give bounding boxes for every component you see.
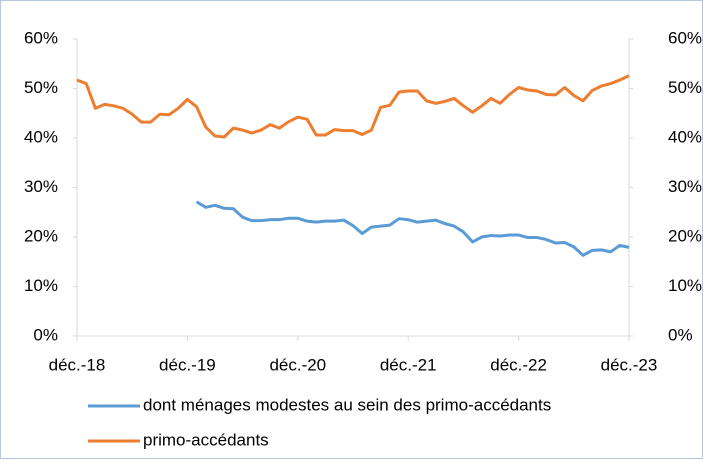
y-tick-label: 0% bbox=[33, 325, 58, 344]
x-tick-label: déc.-18 bbox=[49, 355, 106, 374]
data-line bbox=[76, 74, 630, 139]
legend-label: primo-accédants bbox=[143, 430, 269, 449]
x-tick-label: déc.-23 bbox=[601, 355, 658, 374]
y-tick-label: 50% bbox=[24, 78, 58, 97]
data-line bbox=[195, 200, 630, 257]
x-tick-label: déc.-22 bbox=[490, 355, 547, 374]
y-tick-label: 20% bbox=[24, 226, 58, 245]
y2-tick-label: 50% bbox=[668, 78, 702, 97]
legend-label: dont ménages modestes au sein des primo-… bbox=[143, 395, 551, 414]
x-tick-label: déc.-21 bbox=[380, 355, 437, 374]
y2-tick-label: 10% bbox=[668, 276, 702, 295]
y2-tick-label: 20% bbox=[668, 226, 702, 245]
x-tick-label: déc.-19 bbox=[159, 355, 216, 374]
y2-tick-label: 0% bbox=[668, 325, 693, 344]
y-tick-label: 10% bbox=[24, 276, 58, 295]
x-tick-label: déc.-20 bbox=[269, 355, 326, 374]
y-tick-label: 40% bbox=[24, 127, 58, 146]
y2-tick-label: 30% bbox=[668, 177, 702, 196]
y2-tick-label: 60% bbox=[668, 28, 702, 47]
y-tick-label: 30% bbox=[24, 177, 58, 196]
y-tick-label: 60% bbox=[24, 28, 58, 47]
y2-tick-label: 40% bbox=[668, 127, 702, 146]
